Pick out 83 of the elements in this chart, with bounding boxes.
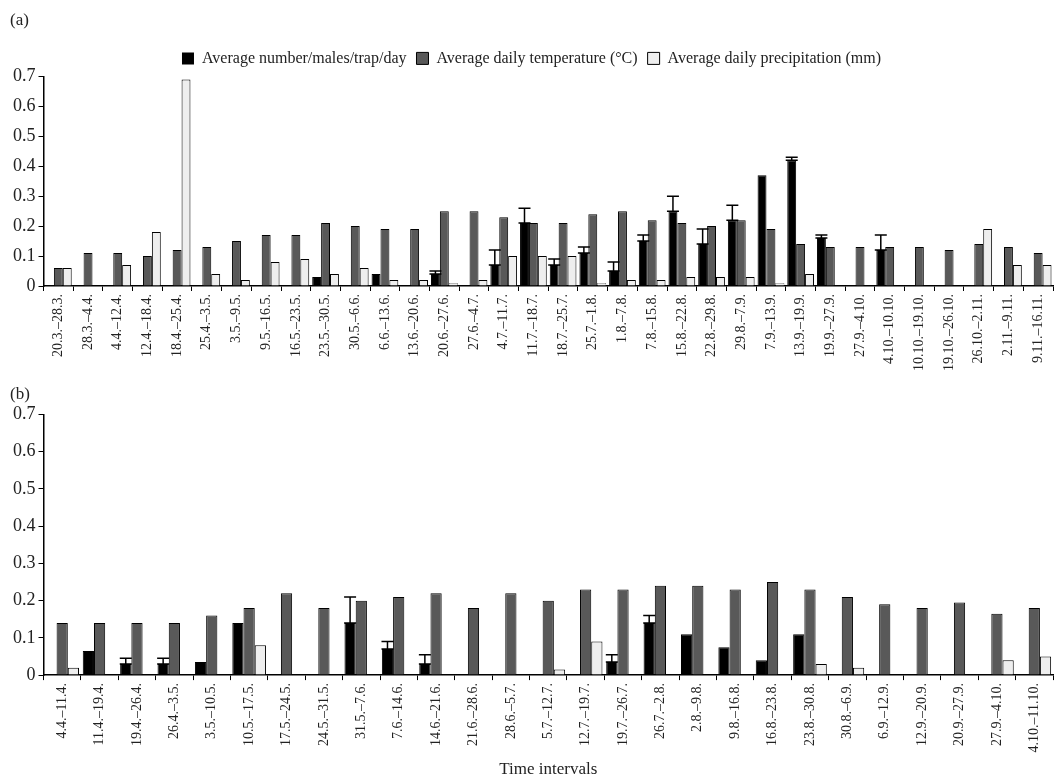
x-tick-label: 7.8.–15.8. xyxy=(643,294,659,350)
legend-label: Average number/males/trap/day xyxy=(201,48,407,67)
x-tick-label: 21.6.–28.6. xyxy=(465,683,481,747)
x-tick-label: 15.8.–22.8. xyxy=(673,294,689,357)
x-tick-label: 29.8.–7.9. xyxy=(732,294,748,350)
x-tick-label: 10.5.–17.5. xyxy=(240,683,256,747)
x-tick-label: 16.5.–23.5. xyxy=(287,294,303,357)
x-tick-label: 28.3.–4.4. xyxy=(79,294,95,350)
x-tick-label: 23.8.–30.8. xyxy=(801,683,817,747)
y-tick-label: 0.6 xyxy=(13,440,36,461)
x-tick-label: 30.5.–6.6. xyxy=(346,294,362,350)
x-tick-label: 6.9.–12.9. xyxy=(876,683,892,740)
x-tick-label: 11.7.–18.7. xyxy=(525,294,541,357)
y-tick-label: 0.3 xyxy=(13,552,36,573)
x-tick-label: 4.7.–11.7. xyxy=(495,294,511,350)
x-tick-label: 2.11.–9.11. xyxy=(1000,294,1016,356)
y-tick-label: 0.1 xyxy=(13,244,36,265)
x-tick-label: 18.4.–25.4. xyxy=(168,294,184,357)
x-tick-label: 11.4.–19.4. xyxy=(91,683,107,746)
x-tick-label: 4.4.–11.4. xyxy=(53,683,69,739)
x-tick-label: 9.8.–16.8. xyxy=(726,683,742,740)
x-tick-label: 31.5.–7.6. xyxy=(352,683,368,740)
x-tick-label: 20.6.–27.6. xyxy=(436,294,451,357)
x-tick-label: 12.4.–18.4. xyxy=(139,294,155,357)
chart-title: (a) xyxy=(10,9,29,29)
x-tick-label: 20.9.–27.9. xyxy=(951,683,967,747)
x-tick-label: 2.8.–9.8. xyxy=(689,683,705,733)
x-tick-label: 10.10.–19.10. xyxy=(911,294,927,371)
x-tick-label: 16.8.–23.8. xyxy=(764,683,780,747)
y-tick-label: 0.4 xyxy=(13,514,36,535)
x-tick-label: 3.5.–10.5. xyxy=(203,683,219,740)
y-tick-label: 0.2 xyxy=(13,589,36,610)
x-tick-label: 23.5.–30.5. xyxy=(317,294,333,357)
x-tick-label: 19.9.–27.9. xyxy=(821,294,837,357)
x-tick-label: 25.7.–1.8. xyxy=(584,294,600,350)
x-tick-label: 1.8.–7.8. xyxy=(614,294,630,343)
y-tick-label: 0.6 xyxy=(13,95,36,116)
x-tick-label: 30.8.–6.9. xyxy=(839,683,855,740)
chart-title: (b) xyxy=(10,383,30,403)
y-tick-label: 0.1 xyxy=(13,626,36,647)
x-tick-label: 9.11.–16.11. xyxy=(1029,294,1045,363)
x-tick-label: 4.10.–10.10. xyxy=(881,294,897,364)
x-tick-label: 20.3.–28.3. xyxy=(50,294,66,357)
y-tick-label: 0.3 xyxy=(13,184,36,205)
x-tick-label: 7.9.–13.9. xyxy=(762,294,778,350)
y-tick-label: 0.7 xyxy=(13,403,36,424)
x-tick-label: 14.6.–21.6. xyxy=(427,683,443,747)
x-tick-label: 26.4.–3.5. xyxy=(166,683,182,740)
x-tick-label: 3.5.–9.5. xyxy=(228,294,244,343)
x-tick-label: 17.5.–24.5. xyxy=(278,683,294,747)
x-tick-label: 27.9.–4.10. xyxy=(851,294,867,357)
x-tick-label: 24.5.–31.5. xyxy=(315,683,331,747)
x-tick-label: 25.4.–3.5. xyxy=(198,294,214,350)
x-tick-label: 22.8.–29.8. xyxy=(703,294,719,357)
x-tick-label: 6.6.–13.6. xyxy=(376,294,392,350)
x-tick-label: 9.5.–16.5. xyxy=(257,294,273,350)
x-axis-title: Time intervals xyxy=(499,759,598,779)
y-tick-label: 0 xyxy=(26,274,36,295)
x-tick-label: 19.4.–26.4. xyxy=(128,683,144,747)
x-tick-label: 19.7.–26.7. xyxy=(614,683,630,747)
x-tick-label: 4.4.–12.4. xyxy=(109,294,125,350)
x-tick-label: 7.6.–14.6. xyxy=(390,683,406,740)
y-tick-label: 0.4 xyxy=(13,154,36,175)
y-tick-label: 0.7 xyxy=(13,65,36,86)
x-tick-label: 26.7.–2.8. xyxy=(652,683,668,740)
x-tick-label: 26.10.–2.11. xyxy=(970,294,986,364)
x-tick-label: 28.6.–5.7. xyxy=(502,683,518,740)
x-tick-label: 19.10.–26.10. xyxy=(940,294,956,371)
x-tick-label: 12.9.–20.9. xyxy=(913,683,929,747)
y-tick-label: 0 xyxy=(26,663,36,684)
x-tick-label: 27.6.–4.7. xyxy=(465,294,481,350)
y-tick-label: 0.2 xyxy=(13,214,36,235)
x-tick-label: 4.10.–11.10. xyxy=(1025,683,1041,753)
legend-label: Average daily temperature (°C) xyxy=(436,48,638,67)
x-tick-label: 13.6.–20.6. xyxy=(406,294,422,357)
y-tick-label: 0.5 xyxy=(13,477,36,498)
x-tick-label: 12.7.–19.7. xyxy=(577,683,593,747)
legend-label: Average daily precipitation (mm) xyxy=(667,48,882,67)
x-tick-label: 18.7.–25.7. xyxy=(554,294,570,357)
x-tick-label: 5.7.–12.7. xyxy=(539,683,555,740)
x-tick-label: 27.9.–4.10. xyxy=(988,683,1004,747)
y-tick-label: 0.5 xyxy=(13,125,36,146)
x-tick-label: 13.9.–19.9. xyxy=(792,294,808,357)
